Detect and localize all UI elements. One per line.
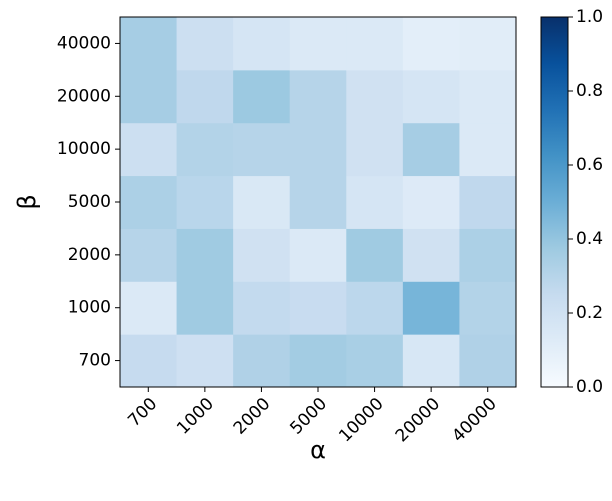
colorbar-tick-label: 0.8 [576, 81, 603, 101]
y-tick-label: 2000 [68, 245, 111, 265]
heatmap-cell [289, 122, 347, 177]
heatmap-cell [459, 175, 517, 229]
heatmap-cell [176, 281, 234, 335]
x-tick-label: 700 [124, 394, 161, 431]
heatmap-cell [120, 228, 178, 282]
heatmap-cell [120, 334, 178, 388]
heatmap-cell [289, 334, 347, 388]
heatmap-cell [176, 122, 234, 177]
x-tick-label: 40000 [448, 394, 500, 446]
heatmap-cell [346, 17, 404, 71]
y-tick-label: 5000 [68, 192, 111, 212]
heatmap-cell [402, 175, 460, 229]
y-axis-label: β [13, 194, 41, 209]
y-tick-label: 40000 [57, 33, 111, 53]
x-tick-label: 2000 [230, 394, 275, 439]
y-tick-label: 20000 [57, 86, 111, 106]
heatmap-cell [289, 281, 347, 335]
heatmap-cell [233, 334, 291, 388]
colorbar [540, 16, 569, 388]
heatmap-cell [120, 122, 178, 177]
heatmap-cell [402, 122, 460, 177]
heatmap-cell [402, 281, 460, 335]
heatmap-cell [459, 228, 517, 282]
heatmap-cell [120, 175, 178, 229]
x-tick-label: 10000 [335, 394, 387, 446]
y-tick-label: 1000 [68, 298, 111, 318]
heatmap-cell [120, 17, 178, 71]
heatmap-cell [289, 228, 347, 282]
heatmap-cell [402, 17, 460, 71]
heatmap-cell [233, 17, 291, 71]
heatmap-cell [120, 69, 178, 124]
heatmap-cell [176, 228, 234, 282]
x-axis-label: α [310, 436, 326, 464]
heatmap-cell [402, 334, 460, 388]
heatmap-cell [346, 69, 404, 124]
heatmap-cell [176, 175, 234, 229]
heatmap-cell [120, 281, 178, 335]
heatmap-cell [233, 122, 291, 177]
heatmap-cell [346, 122, 404, 177]
heatmap-cell [459, 69, 517, 124]
heatmap-cell [176, 17, 234, 71]
heatmap-cell [233, 69, 291, 124]
heatmap-cell [233, 175, 291, 229]
heatmap-cell [176, 334, 234, 388]
y-tick-label: 10000 [57, 139, 111, 159]
colorbar-tick-label: 0.0 [576, 377, 603, 397]
heatmap-cell [346, 334, 404, 388]
heatmap-cell [346, 228, 404, 282]
heatmap-cell [459, 17, 517, 71]
heatmap-cell [289, 175, 347, 229]
heatmap-cell [289, 69, 347, 124]
heatmap-cell [233, 228, 291, 282]
x-tick-label: 20000 [392, 394, 444, 446]
y-tick-label: 700 [79, 351, 111, 371]
heatmap-cell [459, 281, 517, 335]
colorbar-tick-label: 0.6 [576, 155, 603, 175]
heatmap-cell [346, 175, 404, 229]
colorbar-tick-label: 0.2 [576, 303, 603, 323]
heatmap-cell [459, 122, 517, 177]
heatmap-cell [233, 281, 291, 335]
heatmap-cell [346, 281, 404, 335]
x-tick-label: 5000 [286, 394, 331, 439]
heatmap-cell [402, 228, 460, 282]
colorbar-tick-label: 0.4 [576, 229, 603, 249]
heatmap-cell [459, 334, 517, 388]
x-tick-label: 1000 [173, 394, 218, 439]
heatmap-cell [176, 69, 234, 124]
heatmap-cell [289, 17, 347, 71]
heatmap-cell [402, 69, 460, 124]
colorbar-tick-label: 1.0 [576, 7, 603, 27]
